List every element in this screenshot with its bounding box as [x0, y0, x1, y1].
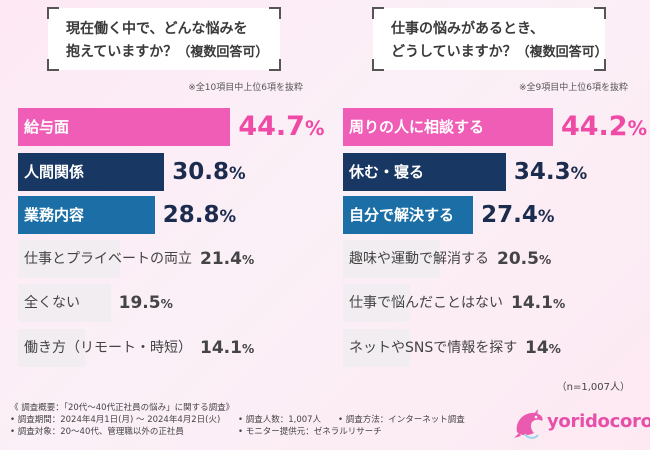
- right-chart-panel: 仕事の悩みがあるとき、 どうしていますか？（複数回答可） ※全9項目中上位6項を…: [325, 0, 650, 395]
- bar-value: 14.1%: [200, 338, 255, 358]
- question-left-line1: 現在働く中で、どんな悩みを: [66, 21, 248, 37]
- bar-value: 20.5%: [497, 249, 552, 269]
- bar-label: 自分で解決する: [349, 206, 455, 224]
- bar-value: 19.5%: [118, 293, 173, 313]
- bar: [18, 329, 85, 367]
- bar: [18, 196, 155, 234]
- bar: [343, 153, 506, 191]
- bar-label: 全くない: [24, 295, 80, 311]
- question-right-line1: 仕事の悩みがあるとき、: [391, 21, 545, 37]
- bar-value: 30.8%: [172, 159, 246, 185]
- survey-respondents: • 調査人数：1,007人: [238, 415, 322, 425]
- bar-label: 休む・寝る: [349, 163, 425, 181]
- bar: [343, 108, 553, 146]
- survey-method: • 調査方法：インターネット調査: [338, 415, 465, 425]
- left-chart-panel: 現在働く中で、どんな悩みを 抱えていますか？（複数回答可） ※全10項目中上位6…: [0, 0, 325, 395]
- chart-note-right: ※全9項目中上位6項を抜粋: [519, 83, 628, 93]
- bar-label: 仕事で悩んだことはない: [349, 295, 503, 311]
- question-left-line2: 抱えていますか？（複数回答可）: [66, 44, 269, 60]
- brand-logo: yoridocoro: [505, 402, 650, 447]
- survey-period: • 調査期間：2024年4月1日(月) 〜 2024年4月2日(火): [10, 415, 221, 425]
- bar-value: 14%: [525, 338, 561, 358]
- bar-label: 仕事とプライベートの両立: [24, 251, 192, 267]
- bar: [18, 240, 120, 278]
- bar-label: 趣味や運動で解消する: [349, 251, 489, 267]
- survey-target: • 調査対象：20〜40代、管理職以外の正社員: [10, 427, 184, 437]
- bar-label: ネットやSNSで情報を探す: [349, 340, 518, 356]
- bar: [18, 108, 231, 146]
- chart-note-left: ※全10項目中上位6項を抜粋: [188, 83, 303, 93]
- bar-label: 業務内容: [24, 206, 85, 224]
- bar-value: 21.4%: [200, 249, 255, 269]
- sample-size: （n=1,007人）: [556, 382, 630, 393]
- survey-provider: • モニター提供元：ゼネラルリサーチ: [238, 427, 382, 437]
- question-box-right: 仕事の悩みがあるとき、 どうしていますか？（複数回答可）: [372, 7, 608, 71]
- bar: [343, 196, 474, 234]
- bar-label: 人間関係: [24, 163, 85, 181]
- bar-label: 給与面: [24, 118, 70, 136]
- bar: [343, 329, 410, 367]
- bar-label: 周りの人に相談する: [349, 118, 485, 136]
- bar: [18, 284, 111, 322]
- bar: [343, 240, 441, 278]
- bar-value: 44.2%: [560, 111, 648, 142]
- bar: [18, 153, 165, 191]
- question-box-left: 現在働く中で、どんな悩みを 抱えていますか？（複数回答可）: [47, 7, 281, 71]
- bar-value: 44.7%: [238, 111, 325, 142]
- brand-name: yoridocoro: [547, 411, 650, 432]
- bar-value: 34.3%: [513, 159, 588, 185]
- question-right-line2: どうしていますか？（複数回答可）: [391, 44, 608, 60]
- bar-label: 働き方（リモート・時短）: [24, 340, 192, 356]
- bar-value: 14.1%: [511, 293, 566, 313]
- dolphin-logo-icon: [514, 409, 543, 439]
- survey-title: 《 調査概要：「20代〜40代正社員の悩み」に関する調査》: [10, 403, 235, 413]
- bar-value: 27.4%: [481, 202, 555, 228]
- bar-value: 28.8%: [162, 202, 237, 228]
- bar: [343, 284, 410, 322]
